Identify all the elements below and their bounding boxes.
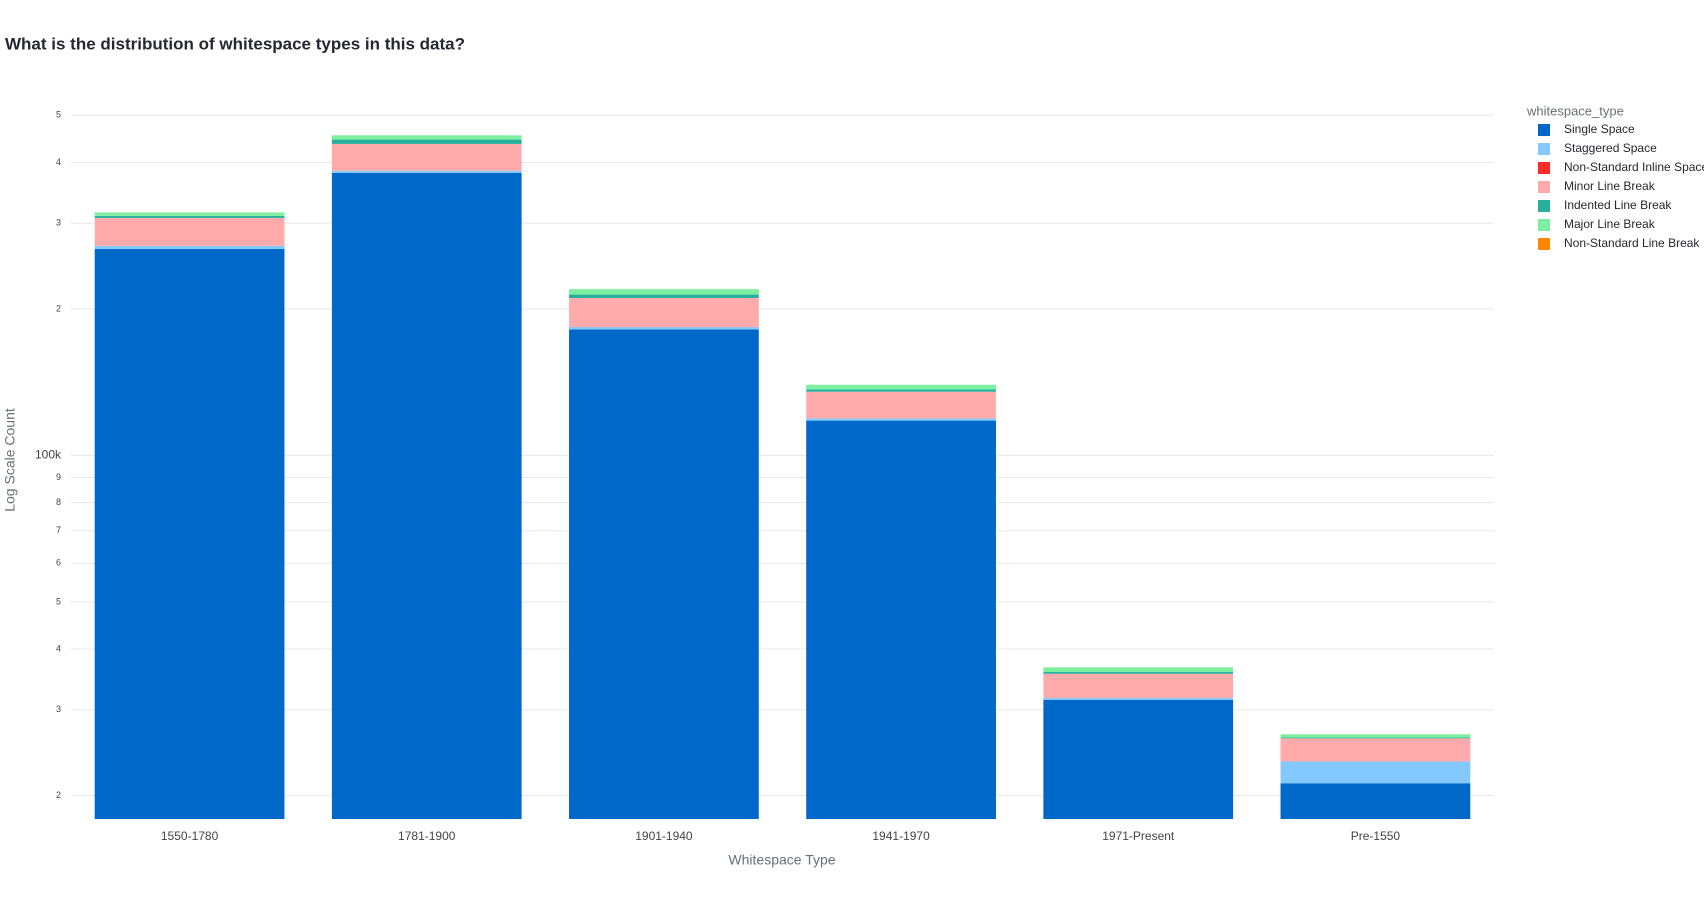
legend-label: Indented Line Break bbox=[1564, 198, 1672, 212]
legend-swatch bbox=[1538, 124, 1550, 136]
bar-segment bbox=[1280, 783, 1471, 819]
y-tick-label: 4 bbox=[56, 643, 61, 653]
y-tick-label: 100k bbox=[35, 448, 62, 462]
bar-segment bbox=[806, 384, 996, 390]
x-tick-label: 1941-1970 bbox=[872, 829, 930, 843]
bar-segment bbox=[1043, 667, 1234, 673]
legend-label: Major Line Break bbox=[1564, 217, 1656, 231]
bar-segment bbox=[1043, 672, 1234, 674]
bar-segment bbox=[1043, 697, 1234, 700]
bar-segment bbox=[331, 172, 522, 820]
legend-swatch bbox=[1538, 162, 1550, 174]
y-tick-label: 4 bbox=[56, 157, 61, 167]
bar-segment bbox=[94, 212, 285, 216]
chart-title: What is the distribution of whitespace t… bbox=[5, 34, 465, 53]
y-tick-label: 7 bbox=[56, 525, 61, 535]
y-tick-label: 3 bbox=[56, 704, 61, 714]
bar-segment bbox=[1043, 699, 1234, 819]
legend-swatch bbox=[1538, 238, 1550, 250]
bar-segment bbox=[569, 327, 759, 330]
bar-segment bbox=[331, 143, 522, 171]
legend-swatch bbox=[1538, 143, 1550, 155]
x-tick-label: 1971-Present bbox=[1102, 829, 1175, 843]
legend-swatch bbox=[1538, 181, 1550, 193]
bar-segment bbox=[806, 418, 996, 421]
bar-segment bbox=[94, 249, 285, 819]
legend-title: whitespace_type bbox=[1526, 103, 1624, 118]
bar-segment bbox=[331, 139, 522, 144]
bar-segment bbox=[1280, 738, 1471, 762]
y-tick-label: 5 bbox=[56, 596, 61, 606]
y-tick-label: 5 bbox=[56, 110, 61, 120]
bar-segment bbox=[94, 217, 285, 246]
bar-segment bbox=[94, 245, 285, 250]
x-tick-label: Pre-1550 bbox=[1351, 829, 1401, 843]
bar-segment bbox=[1280, 734, 1471, 738]
bar-segment bbox=[331, 170, 522, 173]
bar-segment bbox=[1043, 673, 1234, 698]
legend-label: Non-Standard Inline Space bbox=[1564, 160, 1704, 174]
legend-label: Non-Standard Line Break bbox=[1564, 236, 1700, 250]
x-tick-label: 1901-1940 bbox=[635, 829, 693, 843]
y-axis-title: Log Scale Count bbox=[2, 408, 18, 512]
bar-segment bbox=[94, 215, 285, 218]
y-tick-label: 2 bbox=[56, 790, 61, 800]
bar-segment bbox=[569, 289, 759, 295]
y-tick-label: 8 bbox=[56, 497, 61, 507]
legend-swatch bbox=[1538, 219, 1550, 231]
bar-segment bbox=[1280, 737, 1471, 739]
x-axis-title: Whitespace Type bbox=[728, 852, 835, 868]
bar-segment bbox=[569, 329, 759, 819]
y-tick-label: 3 bbox=[56, 218, 61, 228]
bar-segment bbox=[331, 135, 522, 140]
bar-segment bbox=[806, 391, 996, 419]
bar-segment bbox=[806, 420, 996, 819]
legend-swatch bbox=[1538, 200, 1550, 212]
legend-label: Single Space bbox=[1564, 122, 1635, 136]
x-tick-label: 1550-1780 bbox=[161, 829, 219, 843]
y-tick-label: 2 bbox=[56, 303, 61, 313]
bar-segment bbox=[806, 389, 996, 392]
x-tick-label: 1781-1900 bbox=[398, 829, 456, 843]
bar-segment bbox=[569, 294, 759, 299]
bar-segment bbox=[1280, 761, 1471, 784]
bar-segment bbox=[569, 298, 759, 328]
y-tick-label: 6 bbox=[56, 558, 61, 568]
legend-label: Staggered Space bbox=[1564, 141, 1657, 155]
legend-label: Minor Line Break bbox=[1564, 179, 1656, 193]
y-tick-label: 9 bbox=[56, 472, 61, 482]
